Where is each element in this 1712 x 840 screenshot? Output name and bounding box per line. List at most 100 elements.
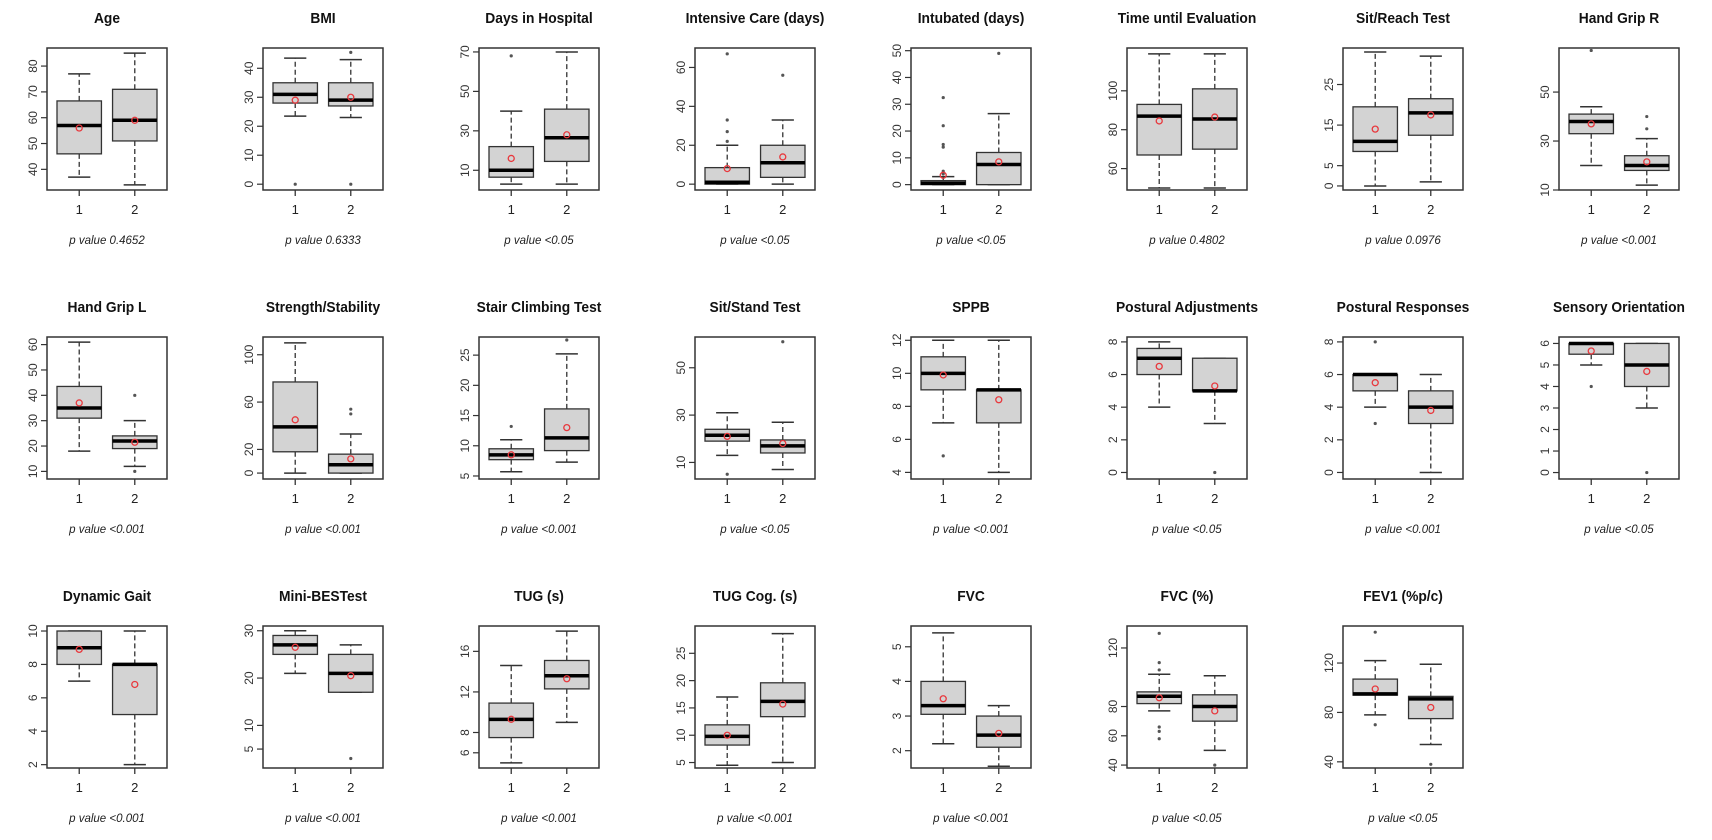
y-tick-label: 0 [674, 181, 688, 188]
outlier-point [1157, 631, 1161, 635]
box-group-1 [488, 664, 535, 764]
x-tick-label: 1 [1588, 202, 1595, 217]
iqr-box [975, 151, 1022, 186]
iqr-box [1352, 106, 1399, 153]
y-tick-label: 0 [1322, 182, 1336, 189]
box-group-2 [1407, 373, 1454, 474]
outlier-point [1157, 668, 1161, 672]
y-tick-label: 30 [674, 408, 688, 422]
y-tick-label: 15 [674, 701, 688, 715]
x-tick-label: 2 [995, 202, 1002, 217]
mean-marker [563, 131, 571, 139]
x-tick-label: 2 [1643, 491, 1650, 506]
y-tick-label: 60 [674, 60, 688, 74]
box-group-1 [1136, 53, 1183, 189]
outlier-point [349, 756, 353, 761]
iqr-box [1136, 103, 1183, 156]
p-value-label: p value <0.001 [501, 524, 577, 536]
y-tick-label: 0 [1322, 469, 1336, 476]
box-group-1 [704, 696, 751, 767]
x-tick-label: 1 [76, 491, 83, 506]
y-tick-label: 20 [458, 378, 472, 392]
box-group-1 [1352, 340, 1399, 426]
outlier-point [349, 412, 353, 416]
box-group-2 [759, 73, 806, 185]
boxplot-panel: 1 2 10 30 50 [674, 336, 816, 506]
mean-marker [1211, 707, 1219, 715]
box-group-1 [1352, 630, 1399, 727]
box-group-1 [1136, 341, 1183, 408]
plot-frame [694, 47, 816, 191]
outlier-point [1213, 470, 1217, 475]
x-tick-label: 1 [76, 202, 83, 217]
box-group-2 [1623, 342, 1670, 475]
y-tick-label: 4 [26, 728, 40, 735]
mean-marker [995, 158, 1003, 166]
panel-title: FVC (%) [1160, 588, 1214, 605]
mean-marker [131, 680, 139, 689]
y-tick-label: 4 [1322, 404, 1336, 411]
panel-title: Stair Climbing Test [476, 299, 602, 316]
y-tick-label: 100 [1106, 80, 1120, 100]
boxplot-panel: 1 2 40 50 60 70 80 [26, 47, 168, 217]
panel-title: TUG (s) [514, 588, 564, 605]
box-group-1 [272, 342, 319, 474]
y-tick-label: 4 [1538, 383, 1552, 390]
p-value-label: p value <0.05 [936, 235, 1006, 247]
box-group-1 [920, 339, 967, 458]
y-tick-label: 0 [242, 469, 256, 476]
outlier-point [997, 51, 1001, 55]
plot-frame [478, 47, 600, 191]
y-tick-label: 40 [674, 99, 688, 113]
panel-title: Intubated (days) [917, 10, 1025, 27]
p-value-label: p value 0.4652 [69, 235, 145, 247]
mean-marker [1211, 382, 1219, 390]
y-tick-label: 0 [1538, 469, 1552, 476]
iqr-box [543, 108, 590, 163]
x-tick-label: 1 [508, 491, 515, 506]
mean-marker [347, 93, 355, 101]
y-tick-label: 2 [26, 761, 40, 768]
box-group-1 [1568, 341, 1615, 389]
x-tick-label: 1 [940, 491, 947, 506]
y-tick-label: 20 [242, 442, 256, 456]
outlier-point [725, 472, 729, 476]
box-group-1 [488, 54, 535, 185]
p-value-label: p value 0.0976 [1365, 235, 1441, 247]
outlier-point [1157, 660, 1161, 665]
plot-frame [694, 625, 816, 769]
p-value-label: p value <0.001 [933, 524, 1009, 536]
iqr-box [704, 166, 751, 185]
box-group-2 [1623, 114, 1670, 186]
boxplot-panel: 1 2 10 20 30 40 50 60 [26, 336, 168, 506]
mean-marker [1155, 117, 1163, 125]
panel-title: Sit/Reach Test [1355, 10, 1451, 27]
y-tick-label: 5 [242, 745, 256, 752]
iqr-box [111, 88, 158, 142]
p-value-label: p value <0.001 [1581, 235, 1657, 247]
mean-marker [1643, 367, 1651, 376]
mean-marker [291, 643, 299, 651]
plot-frame [1126, 47, 1248, 191]
y-tick-label: 16 [458, 644, 472, 658]
y-tick-label: 30 [242, 90, 256, 104]
boxplot-panel: 1 2 10 30 50 [1538, 47, 1680, 217]
outlier-point [1157, 729, 1161, 734]
plot-frame [910, 625, 1032, 769]
x-tick-label: 1 [1156, 202, 1163, 217]
x-tick-label: 2 [1211, 491, 1218, 506]
mean-marker [1427, 406, 1435, 415]
boxplot-panel: 1 2 40 60 80 120 [1106, 625, 1248, 795]
outlier-point [1645, 114, 1649, 119]
mean-marker [939, 371, 947, 379]
p-value-label: p value <0.001 [69, 813, 145, 825]
plot-frame [1342, 625, 1464, 769]
mean-marker [131, 116, 139, 124]
y-tick-label: 10 [458, 163, 472, 177]
outlier-point [725, 130, 729, 134]
y-tick-label: 2 [890, 747, 904, 754]
